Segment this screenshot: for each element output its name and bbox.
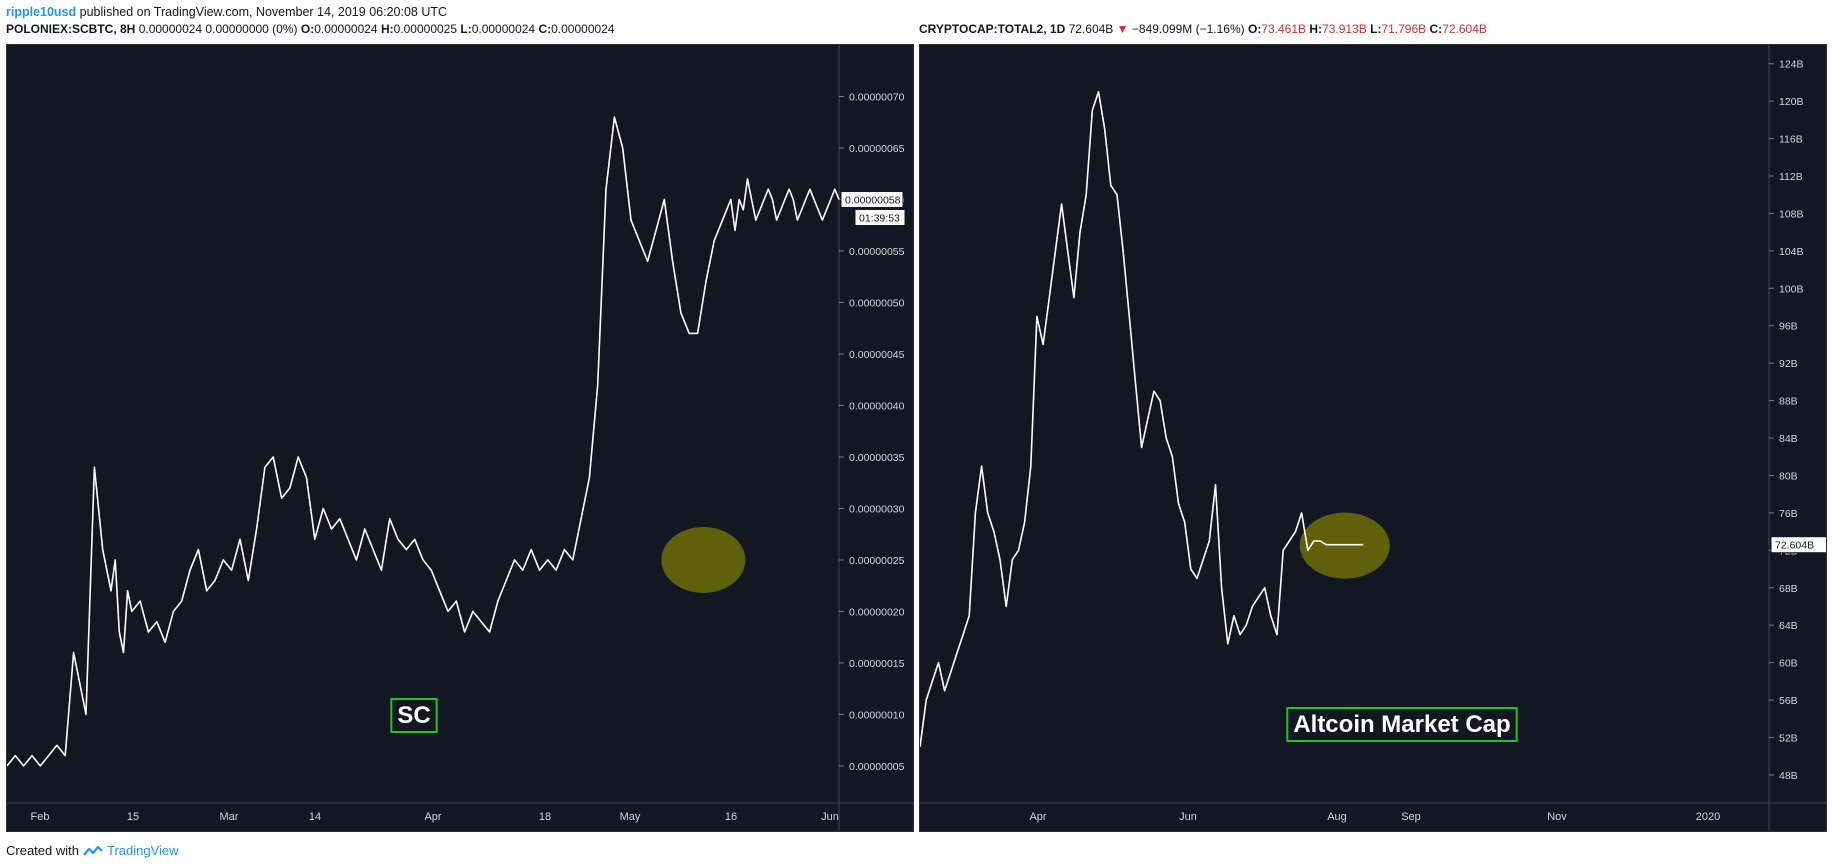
price-line <box>920 91 1364 748</box>
y-tick-label: 48B <box>1779 770 1798 782</box>
countdown-label: 01:39:53 <box>859 212 900 224</box>
chart-svg-sc[interactable]: 0.00000005 0.00000010 0.00000015 0.00000020… <box>7 45 913 831</box>
y-tick-label: 116B <box>1779 134 1803 146</box>
left-high-value: 0.00000025 <box>393 22 458 36</box>
y-tick-label: 76B <box>1779 508 1798 520</box>
annotation-box <box>1286 707 1518 742</box>
y-tick-label: 112B <box>1779 171 1803 183</box>
highlight-ellipse <box>661 526 746 593</box>
y-tick-label: 56B <box>1779 695 1798 707</box>
x-tick-label: Sep <box>1401 811 1421 823</box>
published-text: published on TradingView.com, November 1… <box>79 5 448 19</box>
annotation-label: Altcoin Market Cap <box>1293 711 1510 738</box>
created-with-text: Created with <box>6 843 79 858</box>
current-price-label: 72.604B <box>1775 540 1814 552</box>
annotation-box <box>390 698 438 733</box>
x-tick-label: Apr <box>424 811 441 823</box>
right-close-value: 72.604B <box>1442 22 1487 36</box>
y-tick-label: 0.00000040 <box>849 400 905 412</box>
left-symbol[interactable]: POLONIEX:SCBTC, 8H <box>6 22 136 36</box>
chart-svg-altcoin[interactable]: 48B52B56B60B64B68B72B76B80B84B88B92B96B1… <box>920 45 1826 831</box>
right-high-label: H: <box>1309 22 1323 36</box>
y-tick-label: 96B <box>1779 321 1798 333</box>
down-arrow-icon: ▼ <box>1116 22 1129 36</box>
left-low-label: L: <box>460 22 472 36</box>
left-open-label: O: <box>300 22 315 36</box>
x-tick-label: May <box>620 811 641 823</box>
x-tick-label: 15 <box>127 811 139 823</box>
left-open-value: 0.00000024 <box>314 22 378 36</box>
y-tick-label: 52B <box>1779 732 1798 744</box>
x-tick-label: Aug <box>1327 811 1347 823</box>
y-tick-label: 0.00000065 <box>849 143 905 155</box>
x-tick-label: 2020 <box>1696 811 1720 823</box>
left-change: 0.00000024 0.00000000 (0%) <box>138 22 298 36</box>
left-ohlc-legend: POLONIEX:SCBTC, 8H 0.00000024 0.00000000… <box>6 22 615 36</box>
right-low-label: L: <box>1370 22 1382 36</box>
x-tick-label: Feb <box>31 811 50 823</box>
x-tick-label: Apr <box>1029 811 1046 823</box>
current-price-box <box>1770 536 1826 554</box>
x-tick-label: 16 <box>725 811 737 823</box>
publisher-link[interactable]: ripple10usd <box>6 5 77 19</box>
right-ohlc-legend: CRYPTOCAP:TOTAL2, 1D 72.604B ▼ −849.099M… <box>919 22 1487 36</box>
current-price-box <box>840 190 904 208</box>
y-tick-label: 0.00000045 <box>849 349 905 361</box>
right-symbol[interactable]: CRYPTOCAP:TOTAL2, 1D <box>919 22 1066 36</box>
right-close-label: C: <box>1429 22 1443 36</box>
y-tick-label: 92B <box>1779 358 1798 370</box>
x-tick-label: Mar <box>220 811 239 823</box>
y-tick-label: 64B <box>1779 620 1798 632</box>
y-tick-label: 0.00000025 <box>849 555 905 567</box>
footer: Created with TradingView <box>6 843 179 858</box>
left-low-value: 0.00000024 <box>471 22 536 36</box>
y-tick-label: 60B <box>1779 658 1798 670</box>
y-tick-label: 0.00000030 <box>849 503 905 515</box>
left-high-label: H: <box>380 22 394 36</box>
current-price-label: 0.00000058 <box>845 194 901 206</box>
left-close-label: C: <box>538 22 552 36</box>
x-tick-label: Nov <box>1547 811 1567 823</box>
y-tick-label: 108B <box>1779 208 1804 220</box>
y-tick-label: 0.00000020 <box>849 606 905 618</box>
x-tick-label: 14 <box>309 811 321 823</box>
y-tick-label: 104B <box>1779 246 1804 258</box>
price-line <box>7 116 840 767</box>
left-close-value: 0.00000024 <box>551 22 615 36</box>
y-tick-label: 0.00000070 <box>849 91 905 103</box>
publication-line: ripple10usd published on TradingView.com… <box>6 5 447 19</box>
y-tick-label: 0.00000010 <box>849 709 905 721</box>
right-open-value: 73.461B <box>1261 22 1307 36</box>
highlight-ellipse <box>1299 512 1390 579</box>
y-tick-label: 88B <box>1779 396 1798 408</box>
x-tick-label: 18 <box>539 811 551 823</box>
y-tick-label: 84B <box>1779 433 1798 445</box>
right-low-value: 71.796B <box>1381 22 1427 36</box>
y-tick-label: 80B <box>1779 470 1798 482</box>
x-tick-label: Jun <box>1179 811 1197 823</box>
y-tick-label: 120B <box>1779 96 1804 108</box>
annotation-label: SC <box>397 702 430 729</box>
chart-panel-sc[interactable]: 0.00000005 0.00000010 0.00000015 0.00000020… <box>6 44 914 832</box>
countdown-box <box>854 208 906 226</box>
y-tick-label: 0.00000035 <box>849 452 905 464</box>
right-high-value: 73.913B <box>1322 22 1367 36</box>
right-change: −849.099M (−1.16%) <box>1131 22 1245 36</box>
y-tick-label: 124B <box>1779 59 1804 71</box>
tradingview-link[interactable]: TradingView <box>106 843 179 858</box>
y-tick-label: 0.00000055 <box>849 246 905 258</box>
y-tick-label: 0.00000015 <box>849 658 905 670</box>
y-tick-label: 0.00000005 <box>849 761 905 773</box>
right-open-label: O: <box>1247 22 1262 36</box>
tradingview-logo-icon <box>83 845 103 856</box>
y-tick-label: 0.00000050 <box>849 297 905 309</box>
right-last: 72.604B <box>1068 22 1114 36</box>
chart-panel-altcoin[interactable]: 48B52B56B60B64B68B72B76B80B84B88B92B96B1… <box>919 44 1827 832</box>
y-tick-label: 100B <box>1779 283 1804 295</box>
y-tick-label: 68B <box>1779 583 1798 595</box>
x-tick-label: Jun <box>821 811 839 823</box>
